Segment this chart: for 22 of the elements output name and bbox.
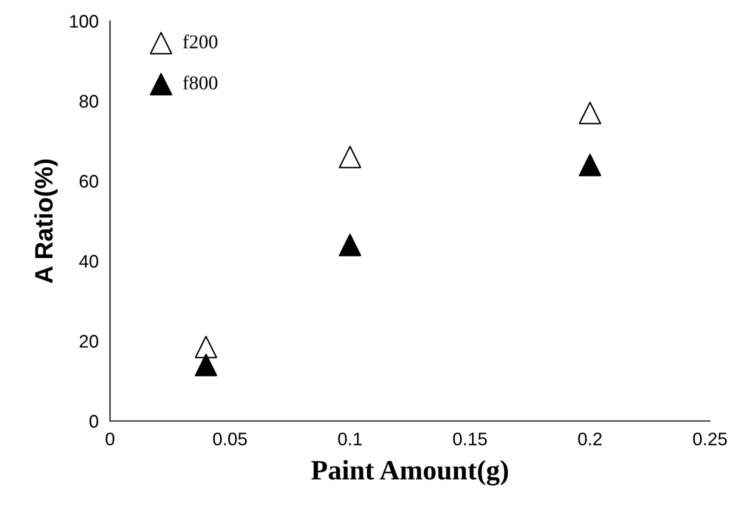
x-tick-label: 0.2 (578, 432, 602, 446)
y-tick-label: 60 (80, 174, 98, 188)
y-tick-label: 0 (90, 414, 98, 428)
y-tick-label: 100 (70, 14, 98, 28)
x-tick-label: 0.25 (693, 432, 727, 446)
y-tick-label: 80 (80, 94, 98, 108)
x-tick-label: 0.05 (213, 432, 247, 446)
y-axis-title: A Ratio(%) (34, 160, 58, 284)
point (194, 354, 218, 376)
legend-label: f800 (183, 76, 218, 90)
point (578, 154, 602, 176)
point (338, 146, 362, 168)
legend-label: f200 (183, 34, 218, 48)
x-tick-label: 0 (106, 432, 114, 446)
point (578, 102, 602, 124)
y-tick-label: 40 (79, 254, 98, 268)
x-tick-label: 0.1 (338, 432, 362, 446)
point (194, 336, 218, 358)
y-tick-label: 20 (80, 334, 98, 348)
x-axis-title: Paint Amount(g) (311, 460, 508, 486)
x-tick-label: 0.15 (453, 432, 487, 446)
point (338, 234, 362, 256)
